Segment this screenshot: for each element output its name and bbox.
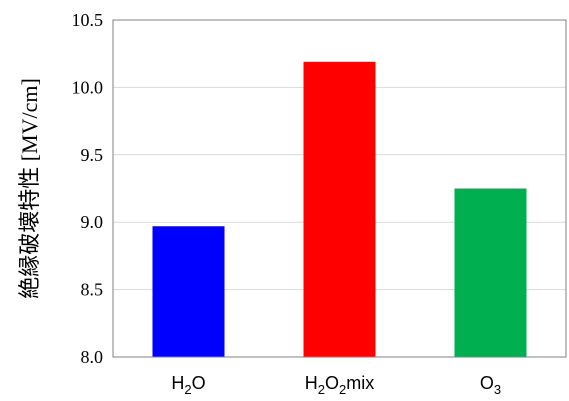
bars bbox=[152, 61, 527, 358]
x-tick-label-h2o: H2O bbox=[171, 373, 205, 397]
y-axis-tick-labels: 8.0 8.5 9.0 9.5 10.0 10.5 bbox=[72, 10, 104, 367]
y-axis-title: 絶縁破壊特性 [MV/cm] bbox=[17, 78, 42, 299]
y-tick-label: 9.5 bbox=[81, 145, 104, 165]
y-tick-label: 8.0 bbox=[81, 347, 104, 367]
bar-h2o bbox=[152, 226, 225, 357]
y-tick-label: 9.0 bbox=[81, 212, 104, 232]
x-axis-category-labels: H2O H2O2mix O3 bbox=[171, 373, 501, 397]
y-tick-label: 10.0 bbox=[72, 77, 104, 97]
y-tick-label: 10.5 bbox=[72, 10, 104, 30]
plot-area-frame bbox=[112, 19, 567, 358]
x-tick-label-o3: O3 bbox=[480, 373, 501, 397]
x-tick-label-h2o2mix: H2O2mix bbox=[305, 373, 374, 397]
bar-h2o2mix bbox=[303, 61, 376, 358]
y-tick-label: 8.5 bbox=[81, 280, 104, 300]
bar-o3 bbox=[454, 188, 527, 357]
